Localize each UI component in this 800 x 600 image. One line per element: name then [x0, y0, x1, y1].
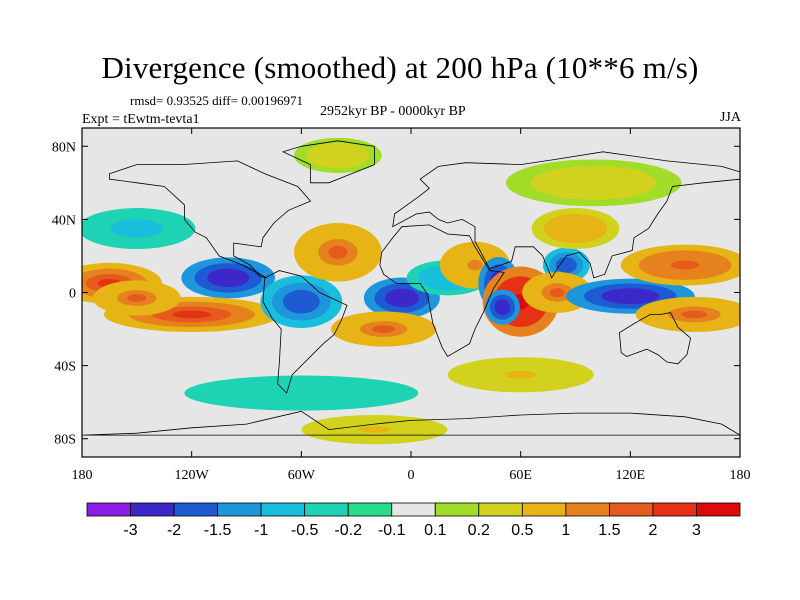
coastline: [392, 151, 740, 279]
colorbar-label: 3: [692, 522, 701, 539]
coastline: [281, 140, 375, 184]
colorbar-swatch: [130, 502, 175, 517]
contour-band: [372, 325, 396, 333]
field-feature: [92, 280, 181, 316]
field-feature: [447, 357, 594, 393]
field-feature: [82, 208, 196, 249]
y-tick-label: 0: [69, 287, 76, 302]
colorbar-swatch: [217, 502, 262, 517]
x-tick-label: 180: [72, 468, 93, 483]
contour-band: [671, 260, 700, 270]
field-feature: [294, 137, 382, 173]
contour-band: [275, 389, 328, 397]
colorbar-swatch: [521, 502, 567, 517]
colorbar-swatch: [173, 502, 218, 517]
contour-band: [123, 224, 150, 234]
chart-title: Divergence (smoothed) at 200 hPa (10**6 …: [101, 50, 699, 85]
contour-band: [574, 177, 614, 188]
contour-band: [681, 310, 708, 319]
x-tick-label: 0: [408, 468, 415, 483]
coastline: [109, 160, 312, 279]
x-tick-label: 180: [730, 468, 751, 483]
x-tick-label: 60W: [288, 468, 316, 483]
field-feature: [506, 159, 682, 207]
colorbar-swatch: [565, 502, 610, 517]
field-feature: [484, 289, 520, 325]
contour-band: [172, 310, 211, 319]
field-feature: [181, 257, 276, 299]
x-tick-label: 120W: [175, 468, 210, 483]
field-feature: [294, 223, 382, 282]
field-feature: [531, 208, 620, 249]
season-label: JJA: [719, 110, 741, 125]
contour-band: [565, 224, 586, 234]
colorbar-label: 0.1: [424, 522, 446, 539]
x-tick-label: 60E: [509, 468, 532, 483]
y-tick-label: 80N: [52, 140, 76, 155]
contour-band: [561, 261, 572, 269]
contour-band: [498, 303, 507, 311]
field-layer: [82, 137, 740, 445]
field-feature: [260, 275, 343, 328]
field-feature: [301, 414, 448, 445]
colorbar-label: -0.2: [334, 522, 362, 539]
colorbar: -3 -2 -1.5 -1 -0.5 -0.2 -0.1 0.1 0.2 0.5 1 1.5 2 3: [86, 502, 741, 539]
contour-band: [292, 295, 311, 308]
contour-band: [358, 426, 391, 433]
contour-band: [393, 293, 411, 303]
colorbar-swatch: [434, 502, 480, 517]
colorbar-swatch: [260, 502, 306, 517]
colorbar-swatch: [86, 502, 131, 517]
y-tick-label: 40N: [52, 213, 76, 228]
coastline: [262, 270, 348, 394]
coastlines: [82, 140, 740, 436]
coastline: [379, 224, 505, 358]
contour-band: [328, 151, 348, 160]
y-tick-label: 80S: [54, 433, 76, 448]
coastline: [618, 312, 692, 365]
contour-band: [549, 287, 565, 298]
contour-band: [127, 294, 147, 302]
experiment-label: Expt = tEwtm-tevta1: [82, 112, 200, 127]
colorbar-label: -0.1: [378, 522, 406, 539]
field-feature: [330, 311, 437, 347]
colorbar-label: 0.5: [511, 522, 533, 539]
contour-band: [328, 245, 348, 259]
field-feature: [635, 296, 740, 332]
colorbar-label: -2: [167, 522, 181, 539]
colorbar-label: 1.5: [598, 522, 620, 539]
field-feature: [184, 375, 419, 411]
colorbar-swatch: [347, 502, 393, 517]
stats-text: rmsd= 0.93525 diff= 0.00196971: [130, 93, 303, 108]
contour-band: [504, 370, 537, 379]
contour-band: [217, 273, 239, 283]
colorbar-swatch: [304, 502, 349, 517]
colorbar-swatch: [478, 502, 523, 517]
colorbar-label: 1: [561, 522, 570, 539]
colorbar-label: 2: [648, 522, 657, 539]
colorbar-label: 0.2: [468, 522, 490, 539]
axis-ticks: 180 120W 60W 0 60E 120E 180 80N 40N 0 40S 80S: [52, 128, 751, 483]
coastline: [82, 410, 740, 436]
colorbar-label: -0.5: [291, 522, 319, 539]
field-feature: [620, 244, 740, 286]
x-tick-label: 120E: [616, 468, 646, 483]
colorbar-swatch: [391, 502, 436, 517]
colorbar-swatch: [652, 502, 697, 517]
colorbar-swatch: [609, 502, 654, 517]
colorbar-swatch: [696, 502, 741, 517]
colorbar-label: -1: [254, 522, 268, 539]
y-tick-label: 40S: [54, 360, 76, 375]
colorbar-label: -3: [123, 522, 137, 539]
period-text: 2952kyr BP - 0000kyr BP: [320, 104, 466, 119]
contour-band: [467, 259, 483, 271]
contour-band: [616, 292, 645, 301]
colorbar-label: -1.5: [204, 522, 232, 539]
